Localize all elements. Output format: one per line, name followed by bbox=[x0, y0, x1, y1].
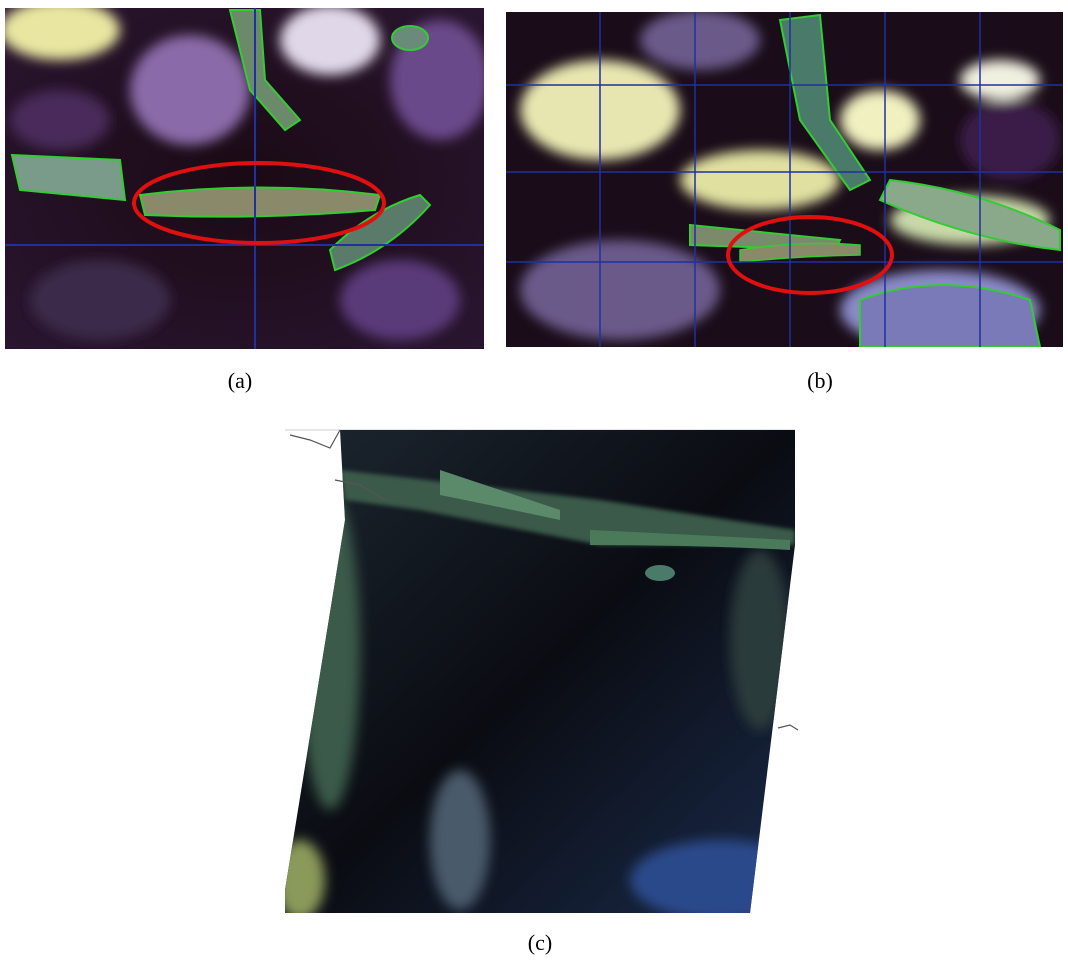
image-c bbox=[275, 430, 810, 920]
panel-label: (a) bbox=[228, 368, 252, 394]
panel-label: (c) bbox=[528, 930, 552, 956]
figure: (a) (b) (c) (() => { const data = JSON.p… bbox=[0, 0, 1068, 962]
image-a bbox=[0, 0, 490, 349]
image-b bbox=[506, 10, 1063, 350]
figure-images bbox=[0, 0, 1068, 962]
panel-label: (b) bbox=[807, 368, 833, 394]
